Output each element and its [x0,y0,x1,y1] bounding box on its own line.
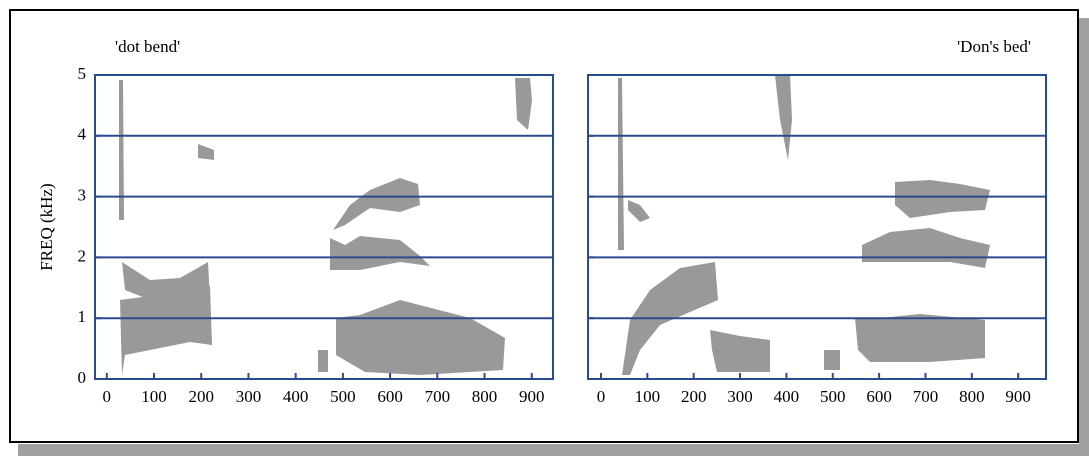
spectrogram-right [618,75,990,375]
x-tick-label: 400 [774,387,800,406]
shadow [18,444,1089,456]
x-tick-label: 500 [820,387,846,406]
formant [710,330,770,372]
x-tick-label: 0 [103,387,112,406]
x-tick-label: 100 [141,387,167,406]
formant [318,350,328,372]
formant [895,180,990,218]
x-tick-label: 700 [425,387,451,406]
formant [855,314,985,362]
plot-frame [587,74,1047,380]
x-tick-label: 800 [472,387,498,406]
burst [775,75,792,160]
x-tick-label: 600 [866,387,892,406]
y-tick-label: 2 [78,246,87,265]
y-tick-label: 5 [78,64,87,83]
x-tick-label: 800 [959,387,985,406]
chart-title: 'dot bend' [115,37,180,56]
burst [515,78,532,130]
formant [122,262,210,305]
x-tick-label: 200 [188,387,214,406]
x-tick-label: 200 [681,387,707,406]
x-tick-label: 600 [377,387,403,406]
x-tick-label: 300 [236,387,262,406]
y-tick-label: 0 [78,368,87,387]
x-tick-label: 500 [330,387,356,406]
y-axis-label: FREQ (kHz) [37,183,56,270]
x-tick-label: 900 [519,387,545,406]
y-tick-label: 1 [78,307,87,326]
chart-title: 'Don's bed' [957,37,1031,56]
formant [120,286,212,375]
plot-frame [94,74,554,380]
formant [330,236,430,270]
burst [198,144,214,160]
burst [119,80,124,220]
formant [824,350,840,370]
y-tick-label: 3 [78,186,87,205]
x-tick-label: 700 [913,387,939,406]
x-tick-label: 900 [1005,387,1031,406]
burst [628,200,650,222]
x-tick-label: 400 [283,387,309,406]
frame [9,9,1079,443]
y-tick-label: 4 [78,125,87,144]
shadow [1079,18,1089,456]
x-tick-label: 100 [635,387,661,406]
x-tick-label: 300 [727,387,753,406]
formant [333,178,420,230]
x-tick-label: 0 [597,387,606,406]
burst [618,78,624,250]
